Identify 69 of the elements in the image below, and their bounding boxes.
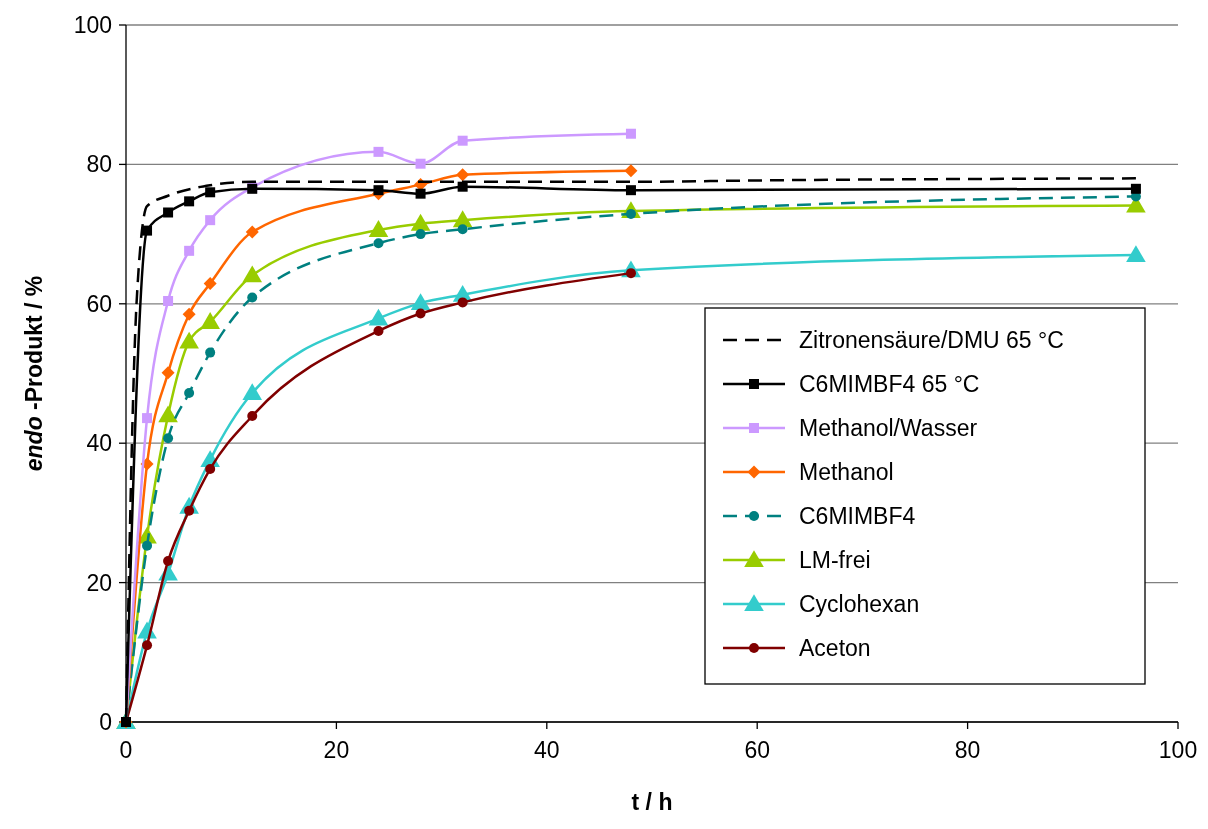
- point: [161, 366, 175, 380]
- x-tick-label: 20: [323, 737, 350, 763]
- point: [158, 405, 178, 423]
- y-tick-label: 80: [86, 151, 112, 178]
- legend-label: Methanol: [799, 459, 894, 486]
- x-tick-label: 0: [119, 737, 133, 763]
- point: [205, 215, 216, 226]
- legend-label: Cyclohexan: [799, 591, 920, 618]
- point: [205, 463, 216, 474]
- point: [457, 181, 468, 192]
- x-tick-label: 100: [1158, 737, 1198, 763]
- point: [163, 433, 174, 444]
- point: [415, 158, 426, 169]
- point: [368, 220, 389, 237]
- y-tick-label: 20: [86, 569, 112, 596]
- y-axis-title: endo -Produkt / %: [21, 275, 47, 472]
- point: [184, 245, 195, 256]
- point: [373, 146, 384, 157]
- point: [1130, 183, 1141, 194]
- point: [200, 312, 220, 329]
- point: [625, 185, 636, 196]
- point: [242, 383, 263, 401]
- point: [373, 325, 384, 336]
- point: [247, 292, 258, 303]
- point: [457, 224, 468, 235]
- point: [410, 213, 431, 231]
- point: [142, 640, 153, 651]
- point: [1126, 245, 1146, 263]
- point: [624, 164, 638, 178]
- point: [410, 293, 431, 311]
- point: [368, 308, 389, 326]
- x-tick-label: 60: [744, 737, 770, 763]
- point: [163, 555, 174, 566]
- legend-label: C6MIMBF4: [799, 503, 916, 530]
- legend-label: Zitronensäure/DMU 65 °C: [799, 327, 1064, 354]
- y-tick-label: 0: [99, 709, 112, 736]
- point: [184, 388, 195, 399]
- legend-label: LM-frei: [799, 547, 871, 574]
- point: [245, 225, 259, 239]
- point: [142, 540, 153, 551]
- point: [415, 308, 426, 319]
- x-axis-title: t / h: [631, 789, 673, 815]
- legend-label: Aceton: [799, 635, 871, 662]
- point: [203, 277, 217, 291]
- point: [457, 135, 468, 146]
- point: [182, 307, 196, 321]
- point: [247, 411, 258, 422]
- x-tick-label: 80: [954, 737, 981, 763]
- point: [415, 229, 426, 240]
- legend-label: Methanol/Wasser: [799, 415, 978, 442]
- point: [205, 187, 216, 198]
- point: [142, 413, 153, 424]
- point: [179, 331, 199, 349]
- point: [373, 185, 384, 196]
- point: [205, 347, 216, 358]
- point: [184, 196, 195, 207]
- legend-label: C6MIMBF4 65 °C: [799, 371, 980, 398]
- y-tick-label: 100: [73, 12, 112, 39]
- y-tick-label: 60: [86, 290, 112, 317]
- x-tick-label: 40: [534, 737, 560, 763]
- point: [457, 297, 468, 308]
- point: [242, 265, 263, 283]
- point: [456, 168, 470, 182]
- point: [163, 296, 174, 307]
- point: [415, 188, 426, 199]
- point: [373, 238, 384, 249]
- point: [625, 128, 636, 139]
- point: [163, 207, 174, 218]
- y-tick-label: 40: [86, 430, 112, 457]
